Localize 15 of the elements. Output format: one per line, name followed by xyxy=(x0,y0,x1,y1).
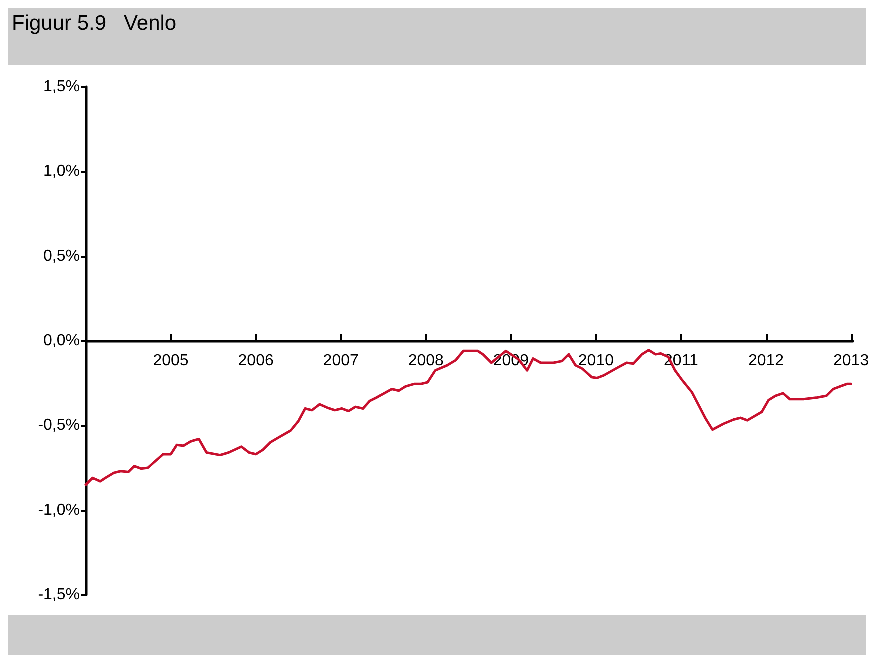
x-tick-label: 2008 xyxy=(408,352,444,370)
chart-title: Figuur 5.9 Venlo xyxy=(12,12,177,36)
y-tick-label: 0,5% xyxy=(44,248,80,265)
y-tick-label: 1,5% xyxy=(44,78,80,96)
x-tick-label: 2012 xyxy=(748,352,784,370)
y-tick-label: 0,0% xyxy=(44,332,80,350)
x-tick-label: 2005 xyxy=(153,352,189,370)
y-tick-label: 1,0% xyxy=(44,163,80,180)
y-tick-label: -1,0% xyxy=(38,502,80,519)
x-tick-label: 2006 xyxy=(238,352,274,370)
y-tick-label: -1,5% xyxy=(38,586,80,604)
x-tick-label: 2010 xyxy=(578,352,614,370)
x-tick-label: 2007 xyxy=(323,352,359,370)
y-tick-label: -0,5% xyxy=(38,417,80,434)
x-tick-label: 2013 xyxy=(834,352,870,370)
